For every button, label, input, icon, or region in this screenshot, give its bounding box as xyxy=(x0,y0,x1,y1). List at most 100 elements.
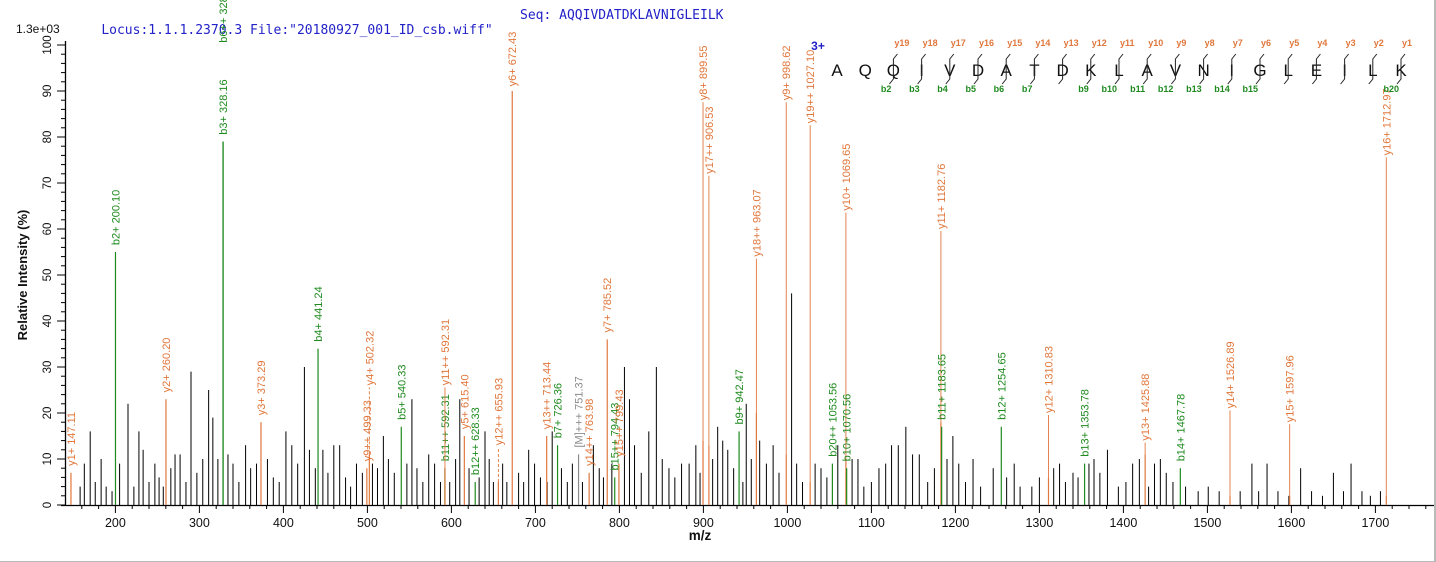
x-tick-label: 500 xyxy=(357,516,378,530)
fragmentation-mark xyxy=(1227,53,1237,85)
x-tick-label: 200 xyxy=(105,516,126,530)
ion-peak-label: y3+ 373.29 xyxy=(256,361,268,416)
fragmentation-mark xyxy=(1340,53,1349,85)
ion-peak-label: y4+ 502.32 xyxy=(364,331,376,386)
y-ion-site-label: y10 xyxy=(1148,38,1163,48)
y-ion-site-label: y16 xyxy=(979,38,994,48)
fragmentation-mark xyxy=(973,53,983,85)
y-ion-site-label: y18 xyxy=(923,38,938,48)
fragmentation-mark xyxy=(1086,53,1096,85)
ion-peak-label: y2+ 260.20 xyxy=(161,338,173,393)
y-ion-site-label: y4 xyxy=(1317,38,1327,48)
ion-peak-label: y9+ 998.62 xyxy=(781,45,793,100)
b-ion-site-label: b12 xyxy=(1158,84,1174,94)
fragmentation-mark xyxy=(1312,53,1321,85)
precursor-charge-label: 3+ xyxy=(811,39,825,53)
y-ion-site-label: y11 xyxy=(1120,38,1135,48)
y-ion-site-label: y2 xyxy=(1374,38,1384,48)
ion-peak-label: [M]+++ 751.37 xyxy=(574,376,586,447)
ion-peak-label: b10+ 1070.56 xyxy=(842,394,854,462)
x-tick-label: 1100 xyxy=(858,516,885,530)
ion-peak-label: y7+ 785.52 xyxy=(602,278,614,333)
x-tick-label: 800 xyxy=(609,516,630,530)
y-ion-site-label: y12 xyxy=(1092,38,1107,48)
locus-file-label: Locus:1.1.1.2370.3 File:"20180927_001_ID… xyxy=(101,23,493,38)
ion-peak-label: b2+ 200.10 xyxy=(110,190,122,245)
ion-peak-label: b3+ 328.16 xyxy=(218,79,230,134)
y-ion-site-label: y6 xyxy=(1261,38,1271,48)
x-tick-label: 1400 xyxy=(1109,516,1137,530)
annotated-peaks: y1+ 147.11 b2+ 200.10 y2+ 260.20 b3+ 328.16… xyxy=(66,0,1393,505)
b-ion-site-label: b6 xyxy=(994,84,1005,94)
ion-peak-label: b14+ 1467.78 xyxy=(1175,394,1187,462)
axes: 200 300 400 500 600 700 800 900 1000 1100 1200 1300… xyxy=(15,35,1434,543)
ion-peak-label: y15++ 799.43 xyxy=(614,389,626,456)
ion-peak-label: b7+ 726.36 xyxy=(553,383,565,438)
ion-peak-label: b4+ 441.24 xyxy=(313,286,325,341)
b-ion-site-label: b10 xyxy=(1101,84,1117,94)
fragmentation-mark xyxy=(1142,53,1152,85)
ion-peak-label: y19++ 1027.10 xyxy=(805,50,817,123)
y-ion-site-label: y3 xyxy=(1346,38,1356,48)
x-tick-label: 1000 xyxy=(773,516,801,530)
x-tick-label: 300 xyxy=(189,516,210,530)
noise-peaks xyxy=(79,293,1381,505)
y-ion-site-label: y9 xyxy=(1176,38,1186,48)
b-ion-site-label: b15 xyxy=(1242,84,1258,94)
ion-peak-label: b15++ 794.43 xyxy=(610,403,622,471)
sequence-label: Seq: AQQIVDATDKLAVNIGLEILK xyxy=(520,8,724,23)
b-ion-site-label: b9 xyxy=(1078,84,1089,94)
x-axis-title: m/z xyxy=(689,528,712,543)
x-tick-label: 700 xyxy=(525,516,546,530)
ion-peak-label: b20++ 1053.56 xyxy=(827,383,839,457)
ion-peak-label: b11+ 1183.65 xyxy=(937,354,949,420)
y-axis-title: Relative Intensity (%) xyxy=(15,210,30,341)
b-ion-site-label: b7 xyxy=(1022,84,1033,94)
ion-peak-label: y12+ 1310.83 xyxy=(1043,346,1055,413)
x-tick-label: 1200 xyxy=(941,516,969,530)
y-ion-site-label: y8 xyxy=(1205,38,1215,48)
fragmentation-mark xyxy=(1001,53,1011,85)
ion-peak-label: b12++ 628.33 xyxy=(470,407,482,475)
ion-peak-label: y1+ 147.11 xyxy=(66,412,78,466)
fragmentation-mark xyxy=(1171,53,1180,85)
ion-peak-label: b11++ 592.31 xyxy=(440,394,452,461)
b-ion-site-label: b11 xyxy=(1130,84,1145,94)
fragmentation-mark xyxy=(1255,53,1265,85)
ion-peak-label: y5+ 615.40 xyxy=(459,374,471,429)
y-tick-label: 0 xyxy=(42,502,54,508)
y-tick-label: 90 xyxy=(42,85,54,98)
ion-peak-label: y13++ 713.44 xyxy=(542,362,554,429)
y-tick-label: 70 xyxy=(42,177,54,190)
y-tick-label: 60 xyxy=(42,223,54,236)
fragmentation-mark xyxy=(1368,53,1378,85)
ion-peak-label: y13+ 1425.88 xyxy=(1140,374,1152,441)
y-ion-site-label: y17 xyxy=(951,38,966,48)
b-ion-site-label: b20 xyxy=(1383,84,1399,94)
x-tick-label: 600 xyxy=(441,516,462,530)
fragmentation-mark xyxy=(917,53,926,85)
y-tick-label: 20 xyxy=(42,407,54,420)
x-tick-label: 1300 xyxy=(1025,516,1053,530)
ion-peak-label: y16+ 1712.97 xyxy=(1381,88,1393,155)
ion-peak-label: b9+ 942.47 xyxy=(734,369,746,424)
b-ion-site-label: b3 xyxy=(909,84,920,94)
ion-peak-label: y11++ 592.31 xyxy=(440,319,452,385)
ion-peak-label: b13+ 1353.78 xyxy=(1080,389,1092,457)
y-ion-site-label: y1 xyxy=(1402,38,1412,48)
ion-peak-label: y15+ 1597.96 xyxy=(1285,355,1297,422)
fragmentation-mark xyxy=(1114,53,1124,85)
b-ion-site-label: b13 xyxy=(1186,84,1202,94)
y-ion-site-label: y13 xyxy=(1064,38,1079,48)
ion-peak-label: y8+ 899.55 xyxy=(698,45,710,100)
ion-peak-label: y12++ 655.93 xyxy=(493,378,505,445)
x-tick-label: 400 xyxy=(273,516,294,530)
fragmentation-mark xyxy=(1283,53,1293,85)
y-ion-site-label: y19 xyxy=(894,38,909,48)
header-bar: Locus:1.1.1.2370.3 File:"20180927_001_ID… xyxy=(70,8,1430,68)
x-tick-label: 900 xyxy=(693,516,714,530)
x-tick-label: 1500 xyxy=(1193,516,1221,530)
x-tick-label: 1600 xyxy=(1277,516,1305,530)
